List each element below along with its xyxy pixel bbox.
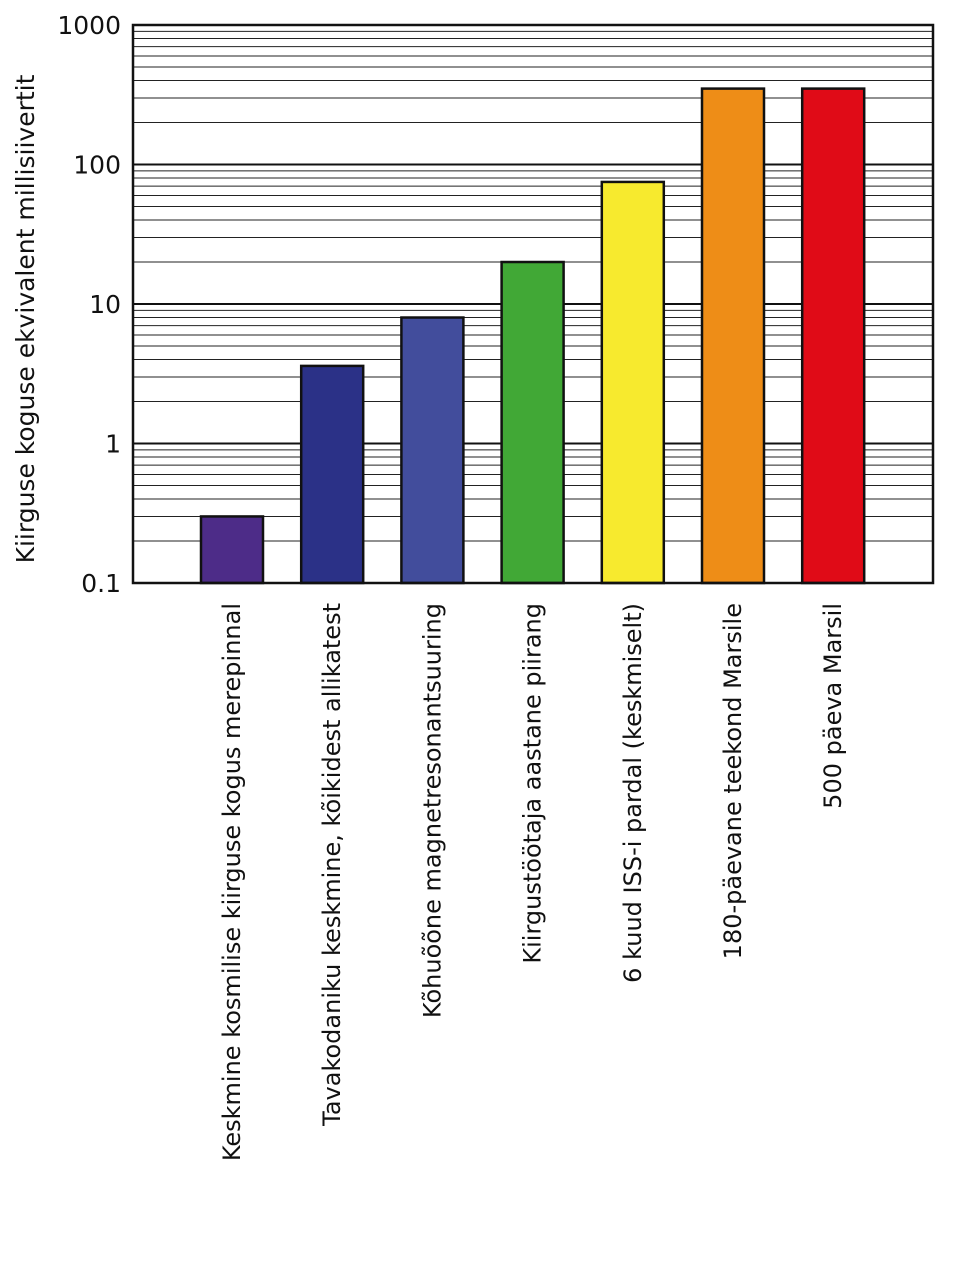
category-label: 6 kuud ISS-i pardal (keskmiselt) [619,603,647,983]
category-label: 180-päevane teekond Marsile [719,603,747,959]
bar [299,364,365,585]
category-label: Kiirgustöötaja aastane piirang [519,603,547,964]
y-tick-label: 1000 [57,11,121,40]
y-tick-label: 100 [73,151,121,180]
bar [500,260,565,585]
category-label: Keskmine kosmilise kiirguse kogus merepi… [218,603,246,1161]
bar [600,180,666,585]
bar [700,87,766,585]
category-label: 500 päeva Marsil [819,603,847,809]
bar [400,316,465,585]
y-axis-title: Kiirguse koguse ekvivalent millisiiverti… [11,74,40,563]
bar [199,515,265,585]
x-axis-categories: Keskmine kosmilise kiirguse kogus merepi… [218,603,847,1161]
y-axis-ticks: 0.1 1 10 100 1000 [57,11,121,598]
y-tick-label: 0.1 [81,569,121,598]
bar [800,87,866,585]
y-tick-label: 1 [105,430,121,459]
category-label: Kõhuõõne magnetresonantsuuring [418,603,446,1018]
category-label: Tavakodaniku keskmine, kõikidest allikat… [318,603,346,1127]
bars [199,87,866,585]
y-tick-label: 10 [89,290,121,319]
plot-frame [131,23,935,585]
